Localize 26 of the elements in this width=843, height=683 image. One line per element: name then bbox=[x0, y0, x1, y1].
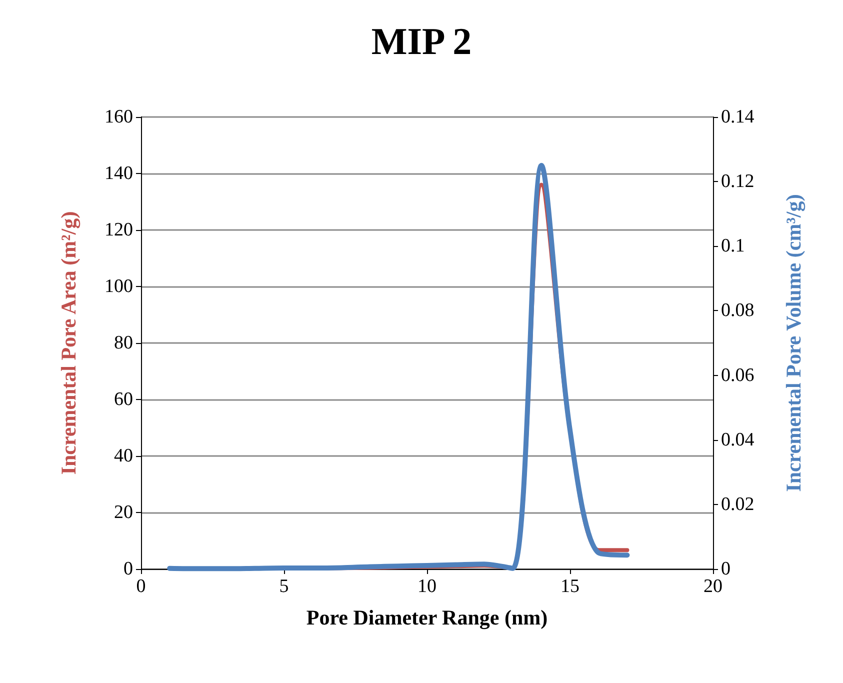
y-tick-label: 100 bbox=[104, 276, 133, 297]
x-tick-label: 10 bbox=[418, 576, 436, 597]
y2-tick-label: 0.14 bbox=[721, 106, 755, 128]
y2-tick-label: 0.04 bbox=[721, 429, 755, 450]
y2-tick-label: 0.12 bbox=[721, 171, 754, 192]
x-axis-title: Pore Diameter Range (nm) bbox=[306, 606, 548, 630]
y-tick-label: 0 bbox=[124, 558, 133, 580]
x-tick-label: 15 bbox=[560, 576, 580, 597]
y-tick-label: 20 bbox=[114, 502, 133, 523]
y2-tick-label: 0.1 bbox=[721, 236, 745, 257]
y2-tick-label: 0.06 bbox=[721, 364, 754, 386]
y-tick-label: 160 bbox=[104, 106, 133, 128]
y-axis-title: Incremental Pore Area (m²/g) bbox=[56, 211, 80, 475]
y-tick-label: 120 bbox=[104, 220, 133, 240]
x-tick-label: 5 bbox=[279, 576, 289, 597]
y2-tick-label: 0.08 bbox=[721, 300, 754, 322]
y2-axis-title: Incremental Pore Volume (cm³/g) bbox=[782, 194, 806, 492]
x-tick-label: 0 bbox=[136, 576, 146, 597]
x-tick-label: 20 bbox=[704, 576, 722, 597]
y-tick-label: 140 bbox=[104, 163, 133, 184]
chart-title: MIP 2 bbox=[371, 21, 472, 63]
y2-tick-label: 0.02 bbox=[721, 494, 754, 515]
y-tick-label: 40 bbox=[114, 446, 133, 466]
y-tick-label: 80 bbox=[114, 332, 133, 354]
y-tick-label: 60 bbox=[114, 389, 133, 410]
y2-tick-label: 0 bbox=[721, 558, 730, 580]
